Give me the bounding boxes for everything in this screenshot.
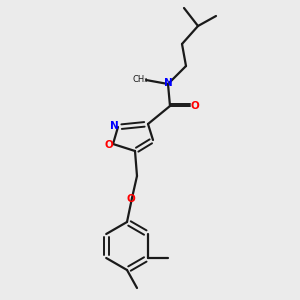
Text: N: N (110, 121, 118, 131)
Text: O: O (127, 194, 135, 204)
Text: O: O (105, 140, 113, 150)
Text: O: O (190, 101, 200, 111)
Text: CH₃: CH₃ (132, 74, 148, 83)
Text: N: N (164, 78, 172, 88)
